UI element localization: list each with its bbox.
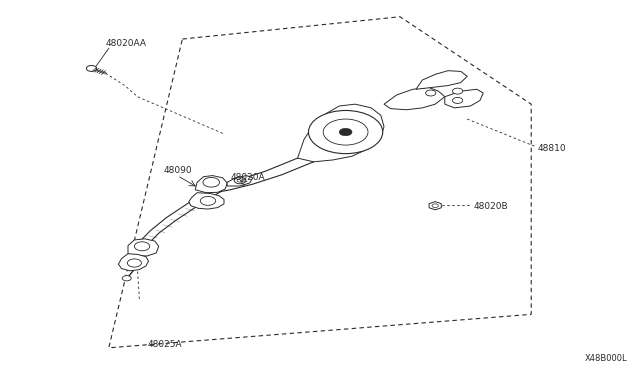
Circle shape: [452, 88, 463, 94]
Polygon shape: [128, 239, 159, 256]
Polygon shape: [298, 104, 384, 162]
Circle shape: [127, 259, 141, 267]
Text: 48020AA: 48020AA: [106, 39, 147, 48]
Circle shape: [323, 119, 368, 145]
Circle shape: [203, 177, 220, 187]
Polygon shape: [429, 202, 442, 210]
Circle shape: [452, 97, 463, 103]
Polygon shape: [195, 176, 227, 193]
Circle shape: [86, 65, 97, 71]
Circle shape: [237, 179, 243, 182]
Circle shape: [134, 242, 150, 251]
Text: 48020B: 48020B: [474, 202, 508, 211]
Circle shape: [122, 276, 131, 281]
Circle shape: [432, 204, 438, 208]
Polygon shape: [118, 254, 148, 271]
Polygon shape: [189, 193, 224, 209]
Circle shape: [200, 196, 216, 205]
Circle shape: [339, 128, 352, 136]
Polygon shape: [227, 176, 253, 186]
Text: 48090: 48090: [163, 166, 192, 175]
Text: 48810: 48810: [538, 144, 566, 153]
Polygon shape: [445, 89, 483, 108]
Polygon shape: [416, 71, 467, 89]
Polygon shape: [384, 87, 445, 110]
Circle shape: [308, 110, 383, 154]
Circle shape: [234, 177, 246, 184]
Circle shape: [426, 90, 436, 96]
Text: X48B000L: X48B000L: [584, 354, 627, 363]
Text: 48020A: 48020A: [230, 173, 265, 182]
Text: 48025A: 48025A: [147, 340, 182, 349]
